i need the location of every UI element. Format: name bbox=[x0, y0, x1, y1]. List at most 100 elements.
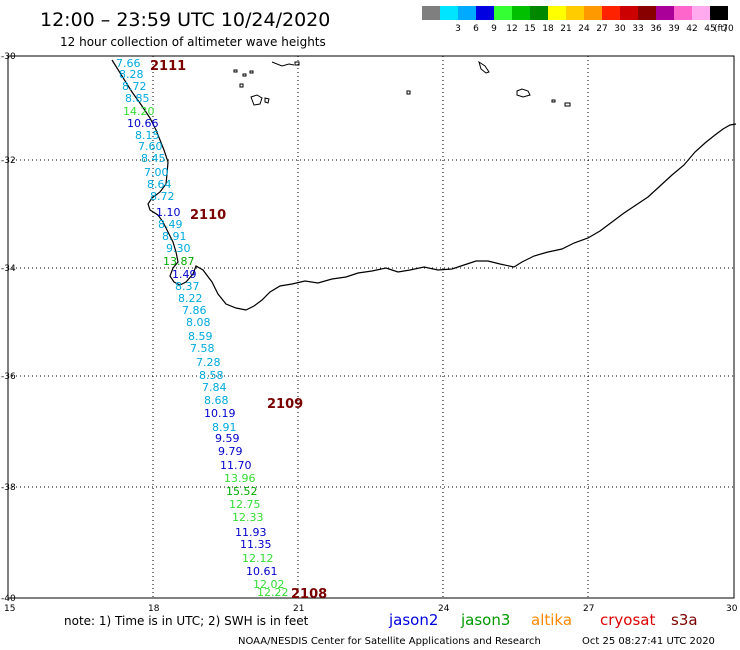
wave-height-label: 7.66 bbox=[116, 57, 141, 70]
lon-label: 15 bbox=[4, 604, 15, 614]
wave-height-label: 7.58 bbox=[190, 342, 215, 355]
wave-height-label: 8.37 bbox=[175, 280, 200, 293]
wave-height-label: 7.28 bbox=[196, 356, 221, 369]
map-title: 12:00 – 23:59 UTC 10/24/2020 bbox=[40, 9, 330, 31]
map-frame bbox=[7, 55, 735, 599]
lat-label: -40 bbox=[1, 594, 16, 604]
scale-swatch bbox=[530, 6, 548, 20]
scale-swatch bbox=[710, 6, 728, 20]
scale-swatch bbox=[638, 6, 656, 20]
scale-swatch bbox=[494, 6, 512, 20]
track-labels: 2111 2110 2109 2108 bbox=[150, 59, 327, 602]
wave-height-label: 8.91 bbox=[162, 230, 187, 243]
satellite-legend-item: altika bbox=[531, 611, 572, 629]
wave-height-label: 9.59 bbox=[215, 432, 240, 445]
lon-label: 27 bbox=[583, 604, 594, 614]
scale-label: 27 bbox=[596, 24, 607, 34]
wave-height-label: 12.75 bbox=[229, 498, 261, 511]
wave-height-label: 11.35 bbox=[240, 538, 272, 551]
lat-label: -32 bbox=[1, 156, 16, 166]
wave-height-label: 1.10 bbox=[156, 206, 181, 219]
scale-swatch bbox=[584, 6, 602, 20]
wave-height-label: 8.68 bbox=[204, 394, 229, 407]
wave-height-label: 8.45 bbox=[141, 152, 166, 165]
scale-swatch bbox=[692, 6, 710, 20]
wave-height-label: 8.22 bbox=[178, 292, 203, 305]
scale-label: 33 bbox=[632, 24, 643, 34]
wave-height-label: 12.12 bbox=[242, 552, 274, 565]
scale-label: 6 bbox=[473, 24, 479, 34]
lat-label: -30 bbox=[1, 52, 16, 62]
scale-swatch bbox=[620, 6, 638, 20]
scale-label: 70 bbox=[722, 24, 734, 34]
scale-label: 12 bbox=[506, 24, 517, 34]
scale-label: 3 bbox=[455, 24, 461, 34]
wave-height-label: 8.28 bbox=[119, 68, 144, 81]
wave-height-label: 8.58 bbox=[199, 369, 224, 382]
lon-label: 21 bbox=[293, 604, 304, 614]
wave-height-label: 10.66 bbox=[127, 117, 159, 130]
wave-height-label: 8.15 bbox=[135, 129, 160, 142]
scale-swatch bbox=[602, 6, 620, 20]
wave-height-label: 11.70 bbox=[220, 459, 252, 472]
scale-swatch bbox=[440, 6, 458, 20]
scale-label: 24 bbox=[578, 24, 590, 34]
longitude-labels: 15 18 21 24 27 30 bbox=[4, 604, 738, 614]
scale-label: 30 bbox=[614, 24, 626, 34]
footer-timestamp: Oct 25 08:27:41 UTC 2020 bbox=[582, 636, 715, 647]
wave-height-label: 7.84 bbox=[202, 381, 227, 394]
track-label: 2110 bbox=[190, 208, 226, 223]
scale-label: 39 bbox=[668, 24, 680, 34]
color-scale-legend: 3 6 9 12 15 18 21 24 27 30 33 36 39 42 45 70 bbox=[422, 6, 734, 34]
wave-height-label: 9.30 bbox=[166, 242, 191, 255]
lat-label: -38 bbox=[1, 483, 16, 493]
wave-height-label: 8.85 bbox=[125, 92, 150, 105]
satellite-legend-item: jason3 bbox=[460, 611, 510, 629]
wave-height-label: 8.49 bbox=[158, 218, 183, 231]
wave-height-label: 8.64 bbox=[147, 178, 172, 191]
wave-height-label: 7.60 bbox=[138, 140, 163, 153]
wave-height-label: 8.08 bbox=[186, 316, 211, 329]
wave-height-label: 9.79 bbox=[218, 445, 243, 458]
scale-swatch bbox=[458, 6, 476, 20]
wave-height-label: 1.49 bbox=[172, 268, 197, 281]
wave-height-label: 10.61 bbox=[246, 565, 278, 578]
wave-height-label: 8.59 bbox=[188, 330, 213, 343]
wave-height-label: 10.19 bbox=[204, 407, 236, 420]
coastline bbox=[111, 59, 737, 311]
scale-label: 21 bbox=[560, 24, 571, 34]
graticule bbox=[8, 56, 734, 598]
satellite-legend-item: jason2 bbox=[388, 611, 438, 629]
scale-swatch bbox=[422, 6, 440, 20]
scale-label: 15 bbox=[524, 24, 535, 34]
scale-swatch bbox=[566, 6, 584, 20]
scale-label: 42 bbox=[686, 24, 697, 34]
wave-height-label: 8.72 bbox=[122, 80, 147, 93]
wave-height-label: 12.22 bbox=[257, 586, 289, 599]
lat-label: -36 bbox=[1, 372, 16, 382]
wave-height-label: 14.20 bbox=[123, 105, 155, 118]
wave-height-label: 12.33 bbox=[232, 511, 264, 524]
satellite-legend: jason2 jason3 altika cryosat s3a bbox=[388, 611, 698, 629]
latitude-labels: -30 -32 -34 -36 -38 -40 bbox=[1, 52, 16, 604]
wave-height-label: 7.86 bbox=[182, 304, 207, 317]
wave-height-label: 8.72 bbox=[150, 190, 175, 203]
wave-height-label: 8.91 bbox=[212, 421, 237, 434]
scale-swatch bbox=[476, 6, 494, 20]
lon-label: 24 bbox=[438, 604, 450, 614]
scale-swatch bbox=[512, 6, 530, 20]
scale-swatch bbox=[674, 6, 692, 20]
wave-height-label: 15.52 bbox=[226, 485, 258, 498]
satellite-legend-item: s3a bbox=[671, 611, 698, 629]
scale-swatch bbox=[548, 6, 566, 20]
lon-label: 30 bbox=[726, 604, 738, 614]
wave-height-label: 13.96 bbox=[224, 472, 256, 485]
wave-height-label: 12.02 bbox=[253, 578, 285, 591]
satellite-legend-item: cryosat bbox=[600, 611, 655, 629]
scale-label: 9 bbox=[491, 24, 497, 34]
track-label: 2108 bbox=[291, 587, 327, 602]
scale-label: 18 bbox=[542, 24, 554, 34]
track-label: 2111 bbox=[150, 59, 186, 74]
scale-swatch bbox=[656, 6, 674, 20]
